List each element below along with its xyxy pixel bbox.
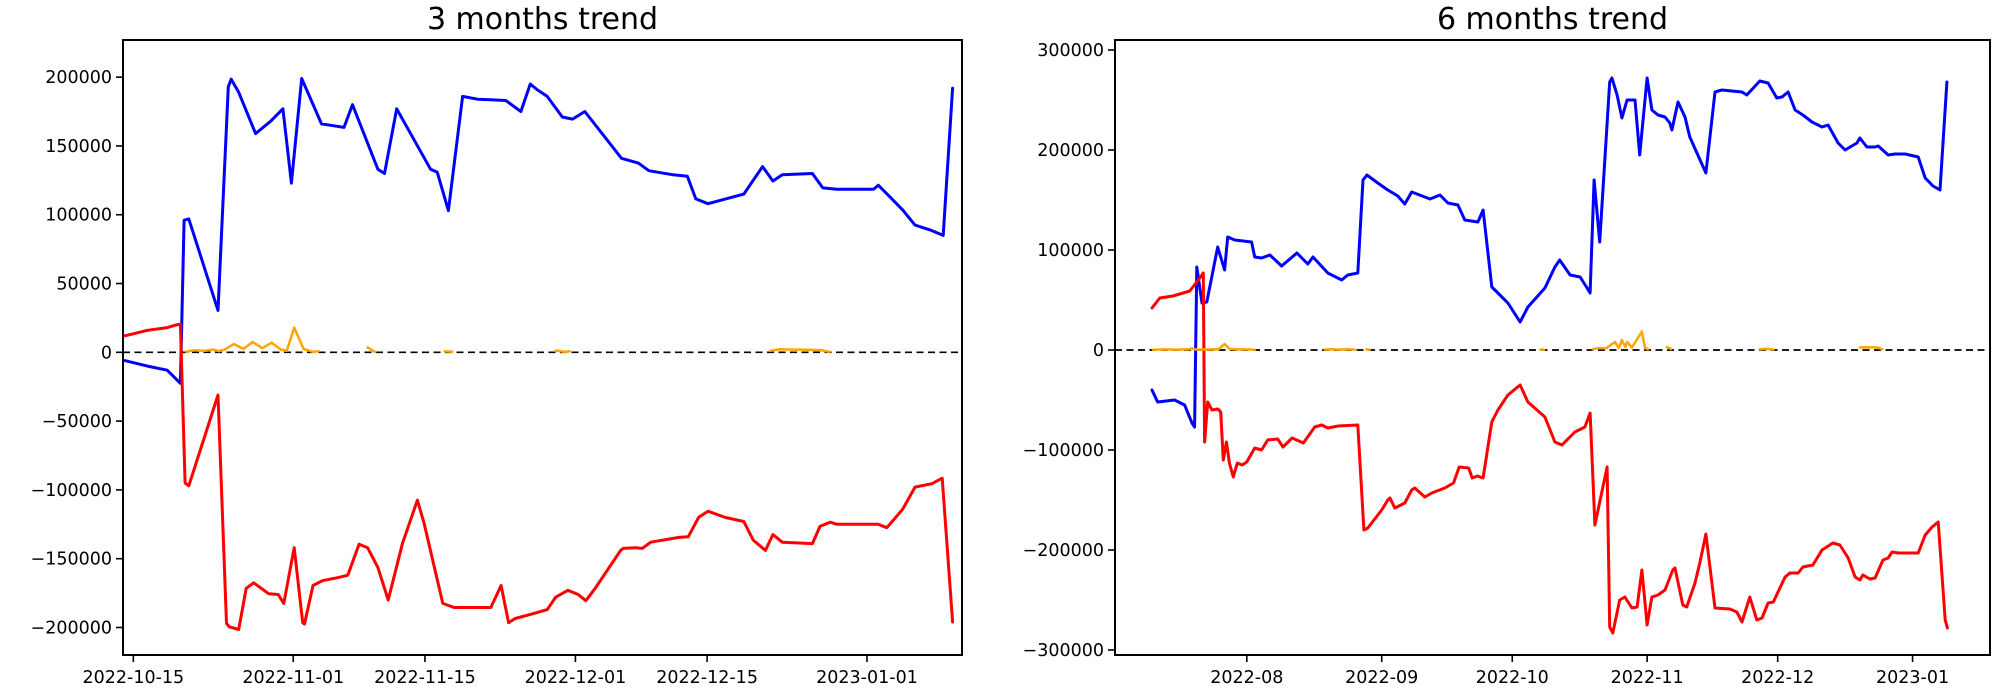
neutral-trend-line-0-0 xyxy=(184,326,320,354)
negative-trend-line-0-0 xyxy=(123,322,955,631)
plot-border-0 xyxy=(122,39,963,656)
y-tick-label-0-3: 50000 xyxy=(56,275,112,295)
y-tick-label-1-2: 100000 xyxy=(1037,241,1104,261)
x-tick-label-1-3: 2022-11 xyxy=(1611,668,1684,688)
x-tick-label-1-2: 2022-10 xyxy=(1476,668,1549,688)
x-tick-label-0-0: 2022-10-15 xyxy=(82,668,184,688)
x-tick-label-1-1: 2022-09 xyxy=(1345,668,1418,688)
plot-background-0 xyxy=(123,40,962,655)
neutral-trend-line-1-7 xyxy=(1858,345,1884,351)
y-tick-label-1-4: −100000 xyxy=(1023,441,1104,461)
y-tick-label-0-6: −100000 xyxy=(31,481,112,501)
x-tick-label-0-5: 2023-01-01 xyxy=(816,668,918,688)
y-tick-label-0-1: 150000 xyxy=(45,137,112,157)
neutral-trend-line-0-1 xyxy=(366,346,377,354)
x-tick-label-1-4: 2022-12 xyxy=(1741,668,1814,688)
y-tick-label-0-8: −200000 xyxy=(31,618,112,638)
y-tick-label-0-5: −50000 xyxy=(42,412,112,432)
neutral-trend-line-0-4 xyxy=(768,348,831,354)
y-tick-label-1-6: −300000 xyxy=(1023,641,1104,661)
chart-title-6-months: 6 months trend xyxy=(1436,2,1669,37)
y-tick-label-1-3: 0 xyxy=(1093,341,1104,361)
plot-border-1 xyxy=(1114,39,1991,656)
neutral-trend-line-0-3 xyxy=(554,349,572,354)
chart-svg-0: 200000 150000 100000 50000 0 −50000 −100000 −15… xyxy=(31,39,963,688)
neutral-trend-line-1-5 xyxy=(1665,345,1673,351)
x-tick-label-0-4: 2022-12-15 xyxy=(656,668,758,688)
x-tick-label-0-3: 2022-12-01 xyxy=(525,668,627,688)
y-tick-label-0-2: 100000 xyxy=(45,206,112,226)
x-tick-label-0-1: 2022-11-01 xyxy=(242,668,344,688)
y-tick-label-1-5: −200000 xyxy=(1023,541,1104,561)
chart-title-3-months: 3 months trend xyxy=(426,2,659,37)
positive-trend-line-1-0 xyxy=(1150,76,1949,429)
y-tick-label-1-1: 200000 xyxy=(1037,141,1104,161)
y-tick-label-0-7: −150000 xyxy=(31,550,112,570)
neutral-trend-line-0-2 xyxy=(443,349,454,354)
y-tick-label-0-4: 0 xyxy=(101,343,112,363)
y-tick-label-0-0: 200000 xyxy=(45,68,112,88)
chart-svg-1: 300000 200000 100000 0 −100000 −200000 −300000… xyxy=(1023,39,1991,688)
x-tick-label-1-0: 2022-08 xyxy=(1210,668,1283,688)
x-tick-label-1-5: 2023-01 xyxy=(1876,668,1949,688)
y-tick-label-1-0: 300000 xyxy=(1037,41,1104,61)
negative-trend-line-1-0 xyxy=(1150,271,1949,635)
neutral-trend-line-1-6 xyxy=(1758,347,1775,351)
x-tick-label-0-2: 2022-11-15 xyxy=(374,668,476,688)
neutral-trend-line-1-0 xyxy=(1152,342,1256,351)
positive-trend-line-0-0 xyxy=(123,77,955,385)
neutral-trend-line-1-4 xyxy=(1591,330,1650,351)
